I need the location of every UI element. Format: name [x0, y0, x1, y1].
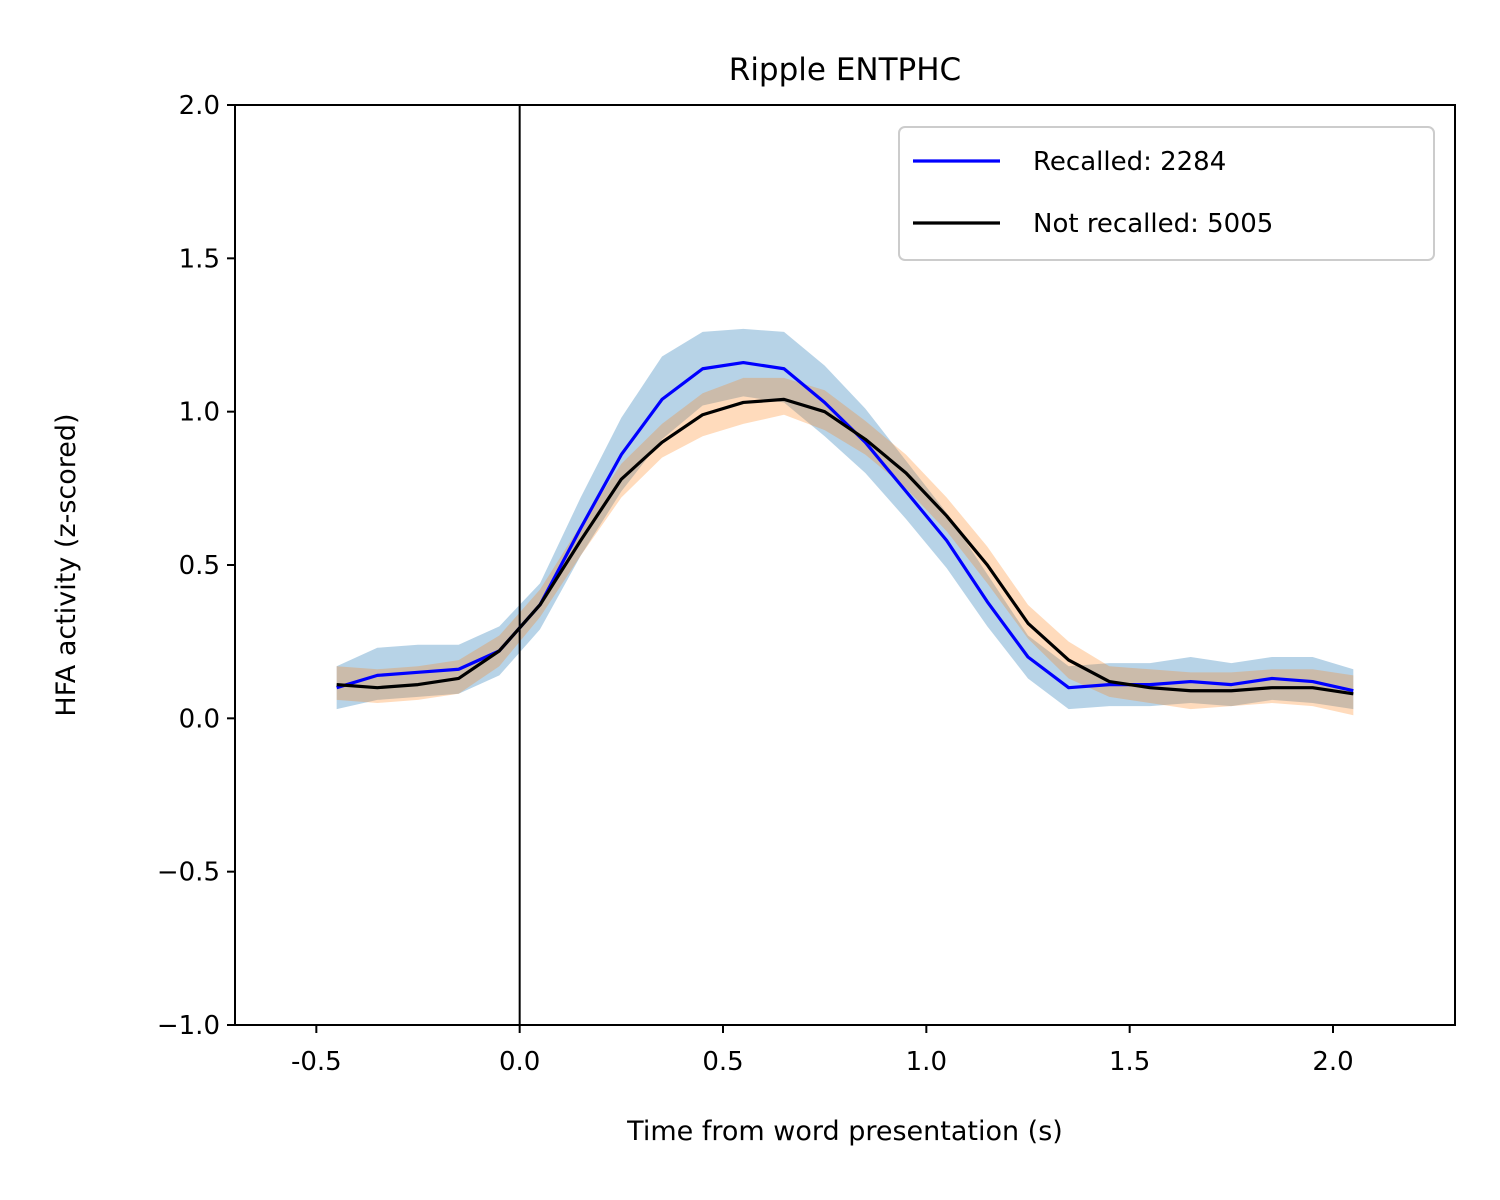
- chart-title: Ripple ENTPHC: [729, 52, 961, 88]
- legend-label-2: Not recalled: 5005: [1033, 209, 1273, 239]
- x-axis-label: Time from word presentation (s): [626, 1116, 1063, 1147]
- x-tick-label: -0.5: [291, 1047, 342, 1077]
- x-axis: -0.5 0.0 0.5 1.0 1.5 2.0: [291, 1025, 1354, 1077]
- y-tick-label: 2.0: [179, 91, 220, 121]
- y-tick-label: −1.0: [157, 1011, 220, 1041]
- x-tick-label: 0.5: [702, 1047, 743, 1077]
- y-tick-label: 0.0: [179, 704, 220, 734]
- x-tick-label: 2.0: [1312, 1047, 1353, 1077]
- y-tick-label: −0.5: [157, 858, 220, 888]
- legend-label-1: Recalled: 2284: [1033, 147, 1226, 177]
- series-line-2: [336, 397, 1354, 696]
- y-tick-label: 0.5: [179, 551, 220, 581]
- legend-box: [898, 126, 1435, 261]
- x-tick-label: 1.0: [906, 1047, 947, 1077]
- legend: Recalled: 2284 Not recalled: 5005: [898, 126, 1435, 261]
- series-lines: [336, 361, 1354, 696]
- y-axis-label: HFA activity (z-scored): [51, 413, 82, 716]
- x-tick-label: 1.5: [1109, 1047, 1150, 1077]
- y-tick-label: 1.5: [179, 244, 220, 274]
- x-tick-label: 0.0: [499, 1047, 540, 1077]
- y-tick-label: 1.0: [179, 398, 220, 428]
- y-axis: −1.0 −0.5 0.0 0.5 1.0 1.5 2.0: [157, 91, 235, 1041]
